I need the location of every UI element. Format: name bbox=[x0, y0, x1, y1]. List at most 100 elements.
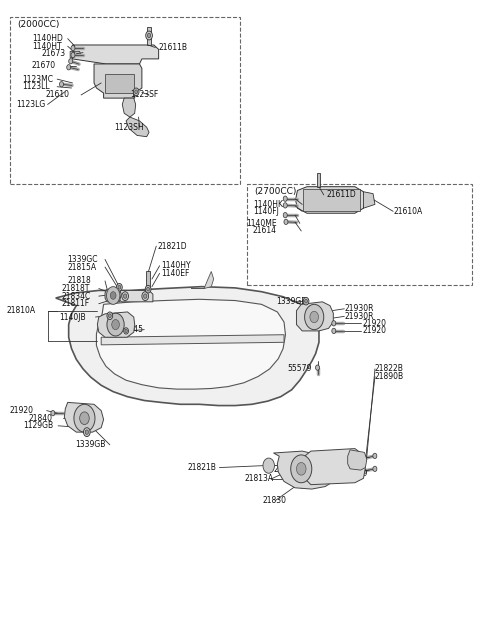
Text: 21822B: 21822B bbox=[375, 365, 404, 373]
Text: 21818T: 21818T bbox=[62, 284, 90, 293]
Polygon shape bbox=[191, 271, 214, 288]
Circle shape bbox=[332, 328, 336, 333]
Polygon shape bbox=[105, 289, 121, 302]
Circle shape bbox=[110, 292, 116, 299]
Polygon shape bbox=[72, 45, 158, 64]
Bar bbox=[147, 27, 152, 45]
Circle shape bbox=[107, 312, 113, 320]
Polygon shape bbox=[64, 403, 104, 432]
Circle shape bbox=[283, 212, 287, 218]
Text: 1339GB: 1339GB bbox=[276, 297, 306, 306]
Circle shape bbox=[310, 311, 319, 323]
Circle shape bbox=[122, 292, 129, 301]
Bar bbox=[317, 172, 321, 186]
Circle shape bbox=[71, 46, 75, 51]
Circle shape bbox=[263, 458, 275, 473]
Circle shape bbox=[145, 285, 151, 293]
Circle shape bbox=[291, 455, 312, 482]
Circle shape bbox=[135, 90, 138, 94]
Polygon shape bbox=[96, 299, 286, 389]
Text: 21840: 21840 bbox=[28, 414, 52, 423]
Polygon shape bbox=[363, 191, 375, 208]
Text: 21830: 21830 bbox=[263, 496, 287, 505]
Text: 1140ME: 1140ME bbox=[246, 219, 277, 228]
Text: 1140HT: 1140HT bbox=[32, 42, 61, 51]
Circle shape bbox=[373, 453, 377, 458]
Polygon shape bbox=[126, 117, 149, 137]
Text: 1123SH: 1123SH bbox=[115, 123, 144, 132]
Circle shape bbox=[107, 287, 120, 304]
Text: 21890B: 21890B bbox=[375, 372, 404, 381]
Polygon shape bbox=[118, 290, 153, 302]
Text: 21920: 21920 bbox=[9, 406, 33, 415]
Circle shape bbox=[108, 314, 111, 318]
Circle shape bbox=[112, 320, 120, 330]
Circle shape bbox=[67, 65, 71, 70]
Circle shape bbox=[332, 321, 336, 326]
Circle shape bbox=[315, 365, 320, 370]
Circle shape bbox=[107, 313, 124, 336]
Circle shape bbox=[284, 219, 288, 224]
Text: 21818: 21818 bbox=[68, 276, 92, 285]
Bar bbox=[303, 189, 360, 210]
Text: 1339GB: 1339GB bbox=[75, 440, 105, 450]
Text: 1140JB: 1140JB bbox=[59, 313, 86, 321]
Circle shape bbox=[51, 410, 55, 416]
Circle shape bbox=[125, 329, 127, 332]
Circle shape bbox=[373, 466, 377, 472]
Text: 1123SF: 1123SF bbox=[130, 91, 158, 100]
Polygon shape bbox=[97, 312, 135, 337]
Polygon shape bbox=[274, 451, 336, 489]
Text: 21920: 21920 bbox=[362, 319, 386, 328]
Text: 1140EF: 1140EF bbox=[161, 269, 190, 278]
Text: (2700CC): (2700CC) bbox=[254, 186, 297, 196]
Circle shape bbox=[123, 294, 127, 299]
Text: 21813A: 21813A bbox=[245, 474, 274, 484]
Circle shape bbox=[283, 196, 287, 202]
Circle shape bbox=[84, 428, 90, 437]
Circle shape bbox=[71, 53, 75, 58]
Text: 21673: 21673 bbox=[41, 49, 65, 58]
Text: 21930R: 21930R bbox=[344, 304, 374, 313]
Circle shape bbox=[305, 304, 324, 330]
Circle shape bbox=[297, 462, 306, 475]
Text: 21611D: 21611D bbox=[326, 190, 356, 200]
Circle shape bbox=[60, 82, 63, 87]
Circle shape bbox=[74, 404, 95, 432]
Text: 21611B: 21611B bbox=[158, 43, 188, 52]
Circle shape bbox=[146, 31, 153, 40]
Text: 21815A: 21815A bbox=[68, 262, 97, 271]
Circle shape bbox=[85, 430, 88, 434]
Polygon shape bbox=[94, 64, 142, 98]
Circle shape bbox=[144, 294, 147, 299]
Text: 55579: 55579 bbox=[287, 365, 311, 373]
Circle shape bbox=[118, 285, 121, 289]
Circle shape bbox=[147, 33, 151, 37]
Polygon shape bbox=[296, 186, 365, 213]
Text: 55579: 55579 bbox=[343, 455, 367, 465]
Text: 21670: 21670 bbox=[32, 61, 56, 70]
Text: 1339GC: 1339GC bbox=[68, 255, 98, 264]
Bar bbox=[146, 271, 150, 287]
Text: 1140HY: 1140HY bbox=[161, 261, 191, 270]
Text: 21810A: 21810A bbox=[6, 306, 36, 315]
Text: 21821B: 21821B bbox=[187, 463, 216, 472]
Text: 21920: 21920 bbox=[362, 327, 386, 335]
Circle shape bbox=[147, 287, 150, 291]
Polygon shape bbox=[101, 335, 284, 345]
Text: 21821D: 21821D bbox=[157, 242, 187, 250]
Text: 21845: 21845 bbox=[120, 325, 144, 334]
Polygon shape bbox=[122, 98, 136, 117]
Polygon shape bbox=[303, 449, 365, 484]
Circle shape bbox=[283, 203, 287, 208]
Text: 1129GB: 1129GB bbox=[24, 422, 54, 430]
Circle shape bbox=[142, 292, 149, 301]
Polygon shape bbox=[297, 302, 333, 331]
Circle shape bbox=[305, 299, 308, 303]
Text: 1123LG: 1123LG bbox=[16, 100, 46, 109]
Text: (2000CC): (2000CC) bbox=[17, 20, 60, 29]
Text: 1140HD: 1140HD bbox=[32, 34, 63, 43]
Polygon shape bbox=[56, 287, 319, 406]
Text: 1140FJ: 1140FJ bbox=[253, 207, 279, 216]
Circle shape bbox=[303, 297, 309, 305]
